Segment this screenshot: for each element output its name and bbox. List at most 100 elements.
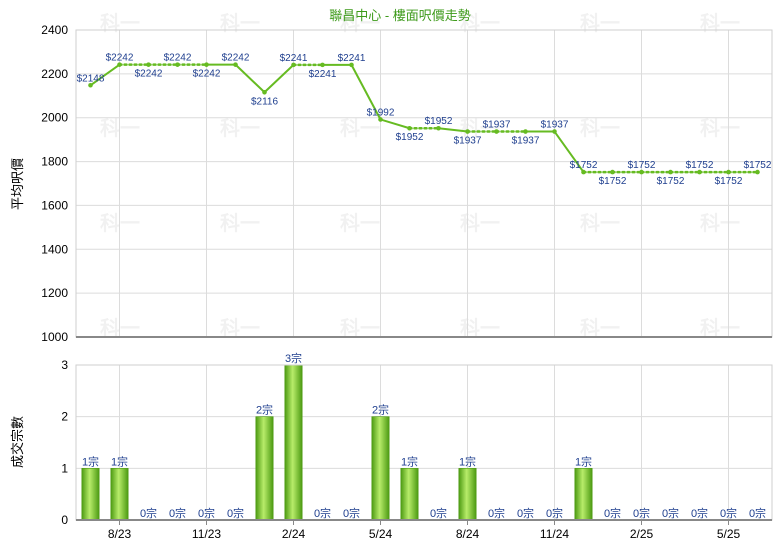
bar-data-label: 1宗 xyxy=(459,454,476,468)
x-tick-label: 5/25 xyxy=(717,527,741,541)
bar-data-label: 0宗 xyxy=(691,506,708,520)
bar xyxy=(255,416,274,521)
line-segment xyxy=(263,63,295,94)
watermark-text: 科一 xyxy=(580,11,620,35)
bar-data-label: 0宗 xyxy=(227,506,244,520)
y-tick-label: 1800 xyxy=(41,155,68,169)
x-tick-label: 5/24 xyxy=(369,527,393,541)
x-tick-label: 8/24 xyxy=(456,527,480,541)
bar-data-label: 0宗 xyxy=(604,506,621,520)
x-tick-label: 11/23 xyxy=(192,527,221,541)
line-point xyxy=(436,125,441,131)
line-point xyxy=(320,62,325,68)
axes: 8/23 11/23 2/24 5/24 8/24 11/24 2/25 5/25 xyxy=(75,29,773,541)
line-point xyxy=(726,169,731,175)
line-segment xyxy=(437,127,469,133)
bar-data-label: 0宗 xyxy=(488,506,505,520)
line-data-label: $1937 xyxy=(512,136,540,147)
line-point xyxy=(465,129,470,134)
line-point xyxy=(407,125,412,131)
line-y-axis-label: 平均呎價 xyxy=(10,158,25,210)
y-tick-label: 2200 xyxy=(41,67,68,81)
watermark-text: 科一 xyxy=(460,211,500,235)
watermark-text: 科一 xyxy=(580,116,620,140)
bar-series: 1宗 1宗 0宗 0宗 0宗 0宗 2宗 3宗 0宗 0宗 2宗 1宗 0宗 1宗 0宗 0宗 0宗 1宗 0宗 0宗… xyxy=(81,351,766,521)
y-tick-label: 1000 xyxy=(41,330,68,344)
bar-data-label: 2宗 xyxy=(256,403,273,417)
bar-data-label: 0宗 xyxy=(633,506,650,520)
line-point xyxy=(755,169,760,175)
line-point xyxy=(378,117,383,122)
bar-data-label: 0宗 xyxy=(662,506,679,520)
line-data-label: $1752 xyxy=(715,176,743,187)
line-series: $2148$2242$2242$2242$2242$2242$2116$2241… xyxy=(77,53,772,187)
bar-data-label: 0宗 xyxy=(546,506,563,520)
line-point xyxy=(668,169,673,175)
line-point xyxy=(610,169,615,175)
line-point xyxy=(117,62,122,67)
watermark-text: 科一 xyxy=(700,11,740,35)
y-tick-label: 1200 xyxy=(41,286,68,300)
line-data-label: $1752 xyxy=(744,160,772,171)
line-data-label: $2241 xyxy=(309,69,337,80)
bar-data-label: 0宗 xyxy=(140,506,157,520)
y-tick-label: 1600 xyxy=(41,198,68,212)
x-tick-label: 8/23 xyxy=(108,527,132,541)
line-data-label: $2242 xyxy=(222,53,250,64)
line-data-label: $1992 xyxy=(367,107,395,118)
bar-plot-frame xyxy=(75,364,773,521)
y-tick-label: 0 xyxy=(61,513,68,527)
bar-data-label: 0宗 xyxy=(314,506,331,520)
bar-data-label: 0宗 xyxy=(343,506,360,520)
line-point xyxy=(262,89,267,95)
line-point xyxy=(146,62,151,67)
line-data-label: $2242 xyxy=(106,53,134,64)
line-segment xyxy=(89,63,121,87)
y-tick-label: 2400 xyxy=(41,23,68,37)
line-data-label: $1752 xyxy=(570,160,598,171)
watermark-text: 科一 xyxy=(340,116,380,140)
bar xyxy=(81,468,100,521)
line-data-label: $1752 xyxy=(657,176,685,187)
y-tick-label: 1 xyxy=(61,461,68,475)
line-segment xyxy=(234,63,266,94)
line-point xyxy=(639,169,644,175)
bar xyxy=(458,468,477,521)
line-data-label: $1952 xyxy=(396,132,424,143)
line-point xyxy=(175,62,180,67)
line-point xyxy=(233,62,238,67)
bar-data-label: 0宗 xyxy=(517,506,534,520)
line-data-label: $1937 xyxy=(483,120,511,131)
bar xyxy=(110,468,129,521)
bar xyxy=(574,468,593,521)
bar-data-label: 0宗 xyxy=(430,506,447,520)
bar-data-label: 0宗 xyxy=(169,506,186,520)
line-data-label: $2242 xyxy=(164,53,192,64)
line-point xyxy=(494,129,499,134)
line-data-label: $2241 xyxy=(338,53,366,64)
watermark-text: 科一 xyxy=(580,211,620,235)
bar xyxy=(284,364,303,521)
line-point xyxy=(291,62,296,68)
line-data-label: $2116 xyxy=(251,96,279,107)
watermark-text: 科一 xyxy=(700,116,740,140)
line-data-label: $2242 xyxy=(193,69,221,80)
watermark-text: 科一 xyxy=(460,11,500,35)
line-data-label: $1937 xyxy=(541,120,569,131)
y-tick-label: 3 xyxy=(61,358,68,372)
x-tick-label: 2/24 xyxy=(282,527,306,541)
line-point xyxy=(552,129,557,134)
line-data-label: $2148 xyxy=(77,73,105,84)
line-segment xyxy=(379,118,411,130)
chart-title: 聯昌中心 - 樓面呎價走勢 xyxy=(329,8,471,23)
bar-data-label: 1宗 xyxy=(401,454,418,468)
line-point xyxy=(697,169,702,175)
line-point xyxy=(349,62,354,68)
bar-data-label: 1宗 xyxy=(575,454,592,468)
line-data-label: $1952 xyxy=(425,116,453,127)
bar-data-label: 1宗 xyxy=(111,454,128,468)
line-segment xyxy=(553,130,585,174)
line-point xyxy=(204,62,209,67)
watermark-text: 科一 xyxy=(340,11,380,35)
